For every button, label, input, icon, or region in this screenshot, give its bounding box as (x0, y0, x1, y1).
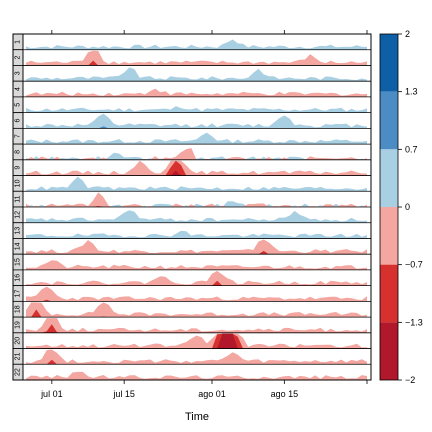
series-8-neg-band-1 (26, 148, 367, 160)
series-4-neg-band-1 (26, 88, 367, 97)
colorkey-segment (380, 322, 398, 380)
series-3-pos-band-1 (26, 67, 367, 82)
series-18-neg-band-1 (26, 302, 367, 318)
colorkey-tick-label: 1.3 (405, 87, 418, 97)
series-19-neg-band-1 (26, 318, 367, 333)
strip-label-2: 2 (15, 56, 22, 60)
x-tick-label: jul 01 (40, 389, 63, 399)
color-key: 2 1.3 0.7 0 −0.7 −1.3 −2 (379, 29, 423, 385)
panel-6: 6 (12, 112, 371, 129)
series-17-neg-band-1 (26, 286, 367, 302)
strip-label-22: 22 (15, 368, 22, 376)
series-20-neg-band-1 (26, 333, 367, 349)
panel-10: 10 (12, 175, 371, 192)
panel-17: 17 (12, 285, 371, 302)
series-5-pos-band-1 (26, 106, 367, 113)
strip-label-14: 14 (15, 242, 22, 250)
colorkey-segment (380, 149, 398, 207)
panel-13: 13 (12, 222, 371, 239)
strip-label-19: 19 (15, 321, 22, 329)
series-16-neg-band-1 (26, 270, 367, 286)
strip-label-8: 8 (15, 150, 22, 154)
panel-20: 20 (12, 332, 371, 349)
panel-3: 3 (12, 65, 371, 82)
panel-22: 22 (12, 363, 371, 381)
panel-9: 9 (12, 159, 371, 176)
series-2-neg-band-2 (26, 60, 367, 66)
series-2-neg-band-1 (26, 50, 367, 66)
panel-15: 15 (12, 253, 371, 271)
series-7-pos-band-1 (26, 132, 367, 145)
series-11-pos-band-1 (26, 201, 367, 207)
colorkey-tick-label: 2 (405, 29, 410, 39)
plot-border (12, 33, 372, 381)
panel-4: 4 (12, 80, 371, 98)
series-6-pos-band-1 (26, 113, 367, 129)
series-9-neg-band-1 (26, 160, 367, 176)
colorkey-tick-label: 0.7 (405, 144, 418, 154)
strip-label-10: 10 (15, 179, 22, 187)
x-tick-label: jul 15 (112, 389, 135, 399)
series-14-neg-band-1 (26, 239, 367, 255)
colorkey-segment (380, 34, 398, 92)
panel-14: 14 (12, 238, 371, 255)
strip-label-3: 3 (15, 71, 22, 75)
series-1-pos-band-1 (26, 39, 367, 50)
series-10-pos-band-1 (26, 176, 367, 192)
panel-16: 16 (12, 269, 371, 287)
x-tick-label: ago 01 (198, 389, 226, 399)
colorkey-tick-label: −2 (405, 375, 415, 385)
panel-1: 1 (12, 33, 371, 51)
strip-label-17: 17 (15, 290, 22, 298)
panel-7: 7 (12, 127, 371, 145)
panel-11: 11 (12, 190, 371, 208)
series-21-neg-band-1 (26, 349, 367, 365)
strip-label-20: 20 (15, 337, 22, 345)
panel-21: 21 (12, 348, 371, 365)
strip-label-1: 1 (15, 40, 22, 44)
series-13-pos-band-1 (26, 230, 367, 239)
colorkey-tick-label: 0 (405, 202, 410, 212)
panel-8: 8 (12, 143, 371, 161)
colorkey-segment (380, 91, 398, 150)
colorkey-segment (380, 207, 398, 265)
series-12-pos-band-1 (26, 210, 367, 223)
strip-label-4: 4 (15, 87, 22, 91)
series-11-neg-band-1 (26, 192, 367, 207)
colorkey-tick-label: −0.7 (405, 260, 423, 270)
strip-label-6: 6 (15, 118, 22, 122)
colorkey-segment (380, 264, 398, 323)
panel-18: 18 (12, 300, 371, 318)
strip-label-18: 18 (15, 305, 22, 313)
series-15-neg-band-1 (26, 260, 367, 270)
strip-label-7: 7 (15, 134, 22, 138)
colorkey-tick-label: −1.3 (405, 317, 423, 327)
strip-label-5: 5 (15, 103, 22, 107)
series-22-neg-band-1 (26, 371, 367, 380)
x-axis: jul 01 jul 15 ago 01 ago 15 (40, 30, 368, 399)
strip-label-15: 15 (15, 258, 22, 266)
panel-5: 5 (12, 96, 371, 114)
strip-label-11: 11 (15, 195, 22, 202)
x-tick-label: ago 15 (271, 389, 299, 399)
strip-label-16: 16 (15, 274, 22, 282)
strip-label-13: 13 (15, 227, 22, 235)
panel-2: 2 (12, 49, 371, 66)
strip-label-12: 12 (15, 211, 22, 219)
strip-label-9: 9 (15, 166, 22, 170)
x-axis-title: Time (185, 411, 209, 423)
panel-19: 19 (12, 316, 371, 334)
series-8-pos-band-1 (26, 152, 367, 160)
strip-label-21: 21 (15, 352, 22, 360)
panel-12: 12 (12, 206, 371, 224)
